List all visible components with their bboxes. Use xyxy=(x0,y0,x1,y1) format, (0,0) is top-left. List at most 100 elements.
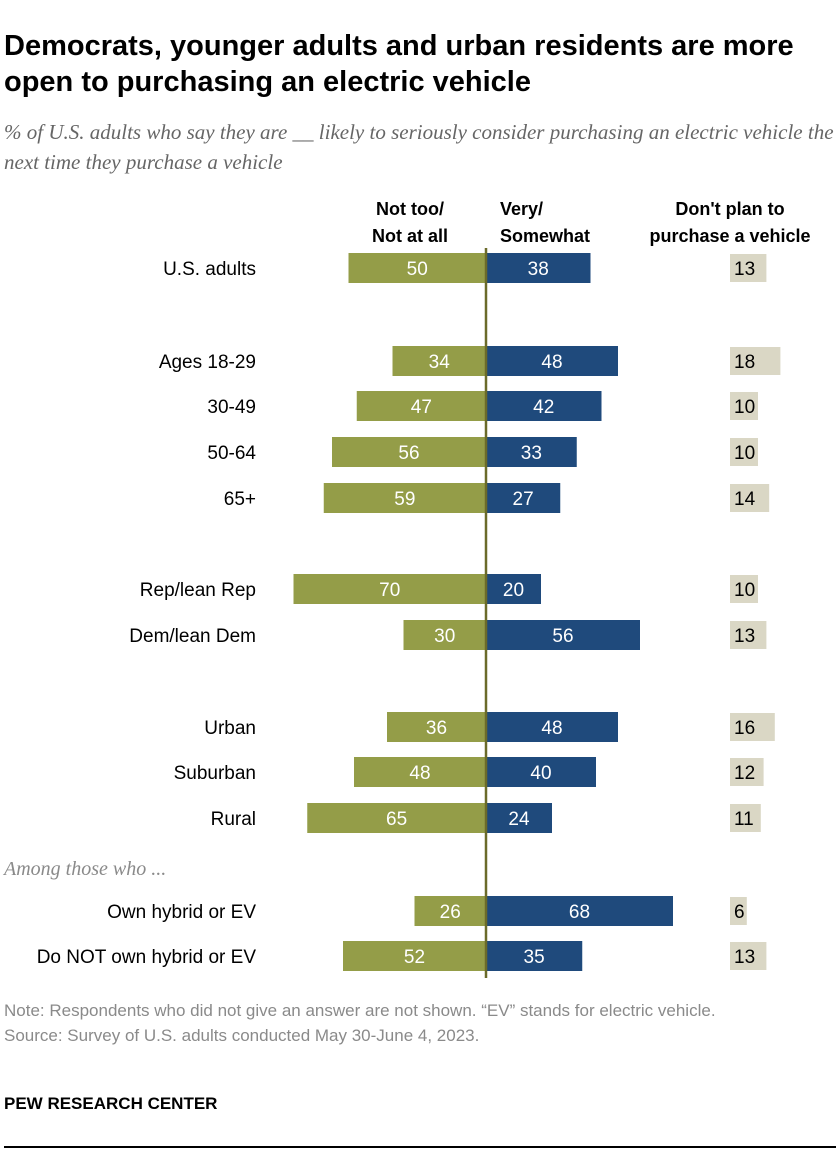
footnote: Note: Respondents who did not give an an… xyxy=(4,998,804,1048)
bar-no-plan xyxy=(730,758,764,786)
bar-no-plan xyxy=(730,942,767,970)
category-label: Rep/lean Rep xyxy=(140,580,256,601)
value-label-not-likely: 36 xyxy=(426,718,447,739)
value-label-not-likely: 26 xyxy=(440,902,461,923)
value-label-likely: 56 xyxy=(552,626,573,647)
value-label-no-plan: 18 xyxy=(734,352,755,373)
header-line: purchase a vehicle xyxy=(649,226,811,246)
category-label: Suburban xyxy=(174,763,256,784)
category-label: 50-64 xyxy=(207,443,256,464)
category-label: U.S. adults xyxy=(163,259,256,280)
category-label: Urban xyxy=(204,718,256,739)
bar-not-likely xyxy=(332,437,486,467)
value-label-no-plan: 11 xyxy=(734,809,754,830)
value-label-likely: 35 xyxy=(524,947,545,968)
value-label-no-plan: 6 xyxy=(734,902,745,923)
bar-likely xyxy=(486,712,618,742)
chart-title: Democrats, younger adults and urban resi… xyxy=(4,30,794,98)
category-label: 30-49 xyxy=(207,397,256,418)
bar-likely xyxy=(486,896,673,926)
bar-likely xyxy=(486,803,552,833)
category-label: 65+ xyxy=(224,489,256,510)
bar-no-plan xyxy=(730,897,747,925)
source-text: Source: Survey of U.S. adults conducted … xyxy=(4,1026,480,1045)
value-label-no-plan: 13 xyxy=(734,626,755,647)
bar-not-likely xyxy=(348,253,486,283)
value-label-no-plan: 10 xyxy=(734,443,755,464)
header-not-likely: Not too/ Not at all xyxy=(340,196,480,250)
header-line: Don't plan to xyxy=(675,199,785,219)
header-line: Not too/ xyxy=(376,199,444,219)
bar-no-plan xyxy=(730,392,758,420)
value-label-not-likely: 65 xyxy=(386,809,407,830)
bar-not-likely xyxy=(403,620,486,650)
value-label-no-plan: 12 xyxy=(734,763,755,784)
bar-no-plan xyxy=(730,621,767,649)
bar-no-plan xyxy=(730,713,775,741)
value-label-no-plan: 13 xyxy=(734,259,755,280)
header-line: Very/ xyxy=(500,199,544,219)
bar-likely xyxy=(486,391,602,421)
bar-likely xyxy=(486,346,618,376)
bar-not-likely xyxy=(343,941,486,971)
bar-likely xyxy=(486,620,640,650)
note-text: Note: Respondents who did not give an an… xyxy=(4,1001,716,1020)
value-label-likely: 27 xyxy=(513,489,534,510)
bar-likely xyxy=(486,253,591,283)
value-label-no-plan: 16 xyxy=(734,718,755,739)
bar-not-likely xyxy=(307,803,486,833)
value-label-not-likely: 48 xyxy=(409,763,430,784)
bar-not-likely xyxy=(354,757,486,787)
value-label-likely: 20 xyxy=(503,580,524,601)
value-label-no-plan: 10 xyxy=(734,580,755,601)
bar-no-plan xyxy=(730,575,758,603)
value-label-likely: 48 xyxy=(541,352,562,373)
bar-likely xyxy=(486,483,561,513)
bar-not-likely xyxy=(293,574,486,604)
value-label-no-plan: 13 xyxy=(734,947,755,968)
header-likely: Very/ Somewhat xyxy=(492,196,630,250)
value-label-likely: 40 xyxy=(530,763,551,784)
bar-not-likely xyxy=(323,483,486,513)
value-label-not-likely: 59 xyxy=(394,489,415,510)
value-label-likely: 48 xyxy=(541,718,562,739)
value-label-likely: 24 xyxy=(508,809,530,830)
bar-likely xyxy=(486,437,577,467)
value-label-not-likely: 34 xyxy=(429,352,451,373)
bar-no-plan xyxy=(730,347,781,375)
value-label-not-likely: 70 xyxy=(379,580,400,601)
value-label-likely: 33 xyxy=(521,443,542,464)
bar-not-likely xyxy=(387,712,486,742)
header-line: Not at all xyxy=(371,226,448,246)
value-label-no-plan: 10 xyxy=(734,397,755,418)
value-label-no-plan: 14 xyxy=(734,489,756,510)
bar-no-plan xyxy=(730,804,761,832)
value-label-not-likely: 52 xyxy=(404,947,425,968)
pew-brand: PEW RESEARCH CENTER xyxy=(4,1094,218,1113)
value-label-not-likely: 56 xyxy=(398,443,419,464)
bar-likely xyxy=(486,941,583,971)
bar-not-likely xyxy=(414,896,486,926)
value-label-not-likely: 30 xyxy=(434,626,455,647)
bar-no-plan xyxy=(730,254,767,282)
group-label: Among those who ... xyxy=(2,858,166,880)
header-no-plan: Don't plan to purchase a vehicle xyxy=(630,196,830,250)
value-label-not-likely: 47 xyxy=(411,397,432,418)
bottom-rule xyxy=(4,1146,836,1148)
chart-subtitle: % of U.S. adults who say they are __ lik… xyxy=(4,120,834,174)
bar-likely xyxy=(486,757,596,787)
value-label-likely: 38 xyxy=(528,259,549,280)
category-label: Dem/lean Dem xyxy=(129,626,256,647)
value-label-not-likely: 50 xyxy=(407,259,428,280)
header-line: Somewhat xyxy=(500,226,591,246)
value-label-likely: 42 xyxy=(533,397,554,418)
bar-likely xyxy=(486,574,541,604)
category-label: Ages 18-29 xyxy=(159,352,256,373)
category-label: Rural xyxy=(211,809,256,830)
value-label-likely: 68 xyxy=(569,902,590,923)
bar-no-plan xyxy=(730,484,770,512)
category-label: Do NOT own hybrid or EV xyxy=(37,947,257,968)
bar-not-likely xyxy=(392,346,486,376)
bar-no-plan xyxy=(730,438,758,466)
